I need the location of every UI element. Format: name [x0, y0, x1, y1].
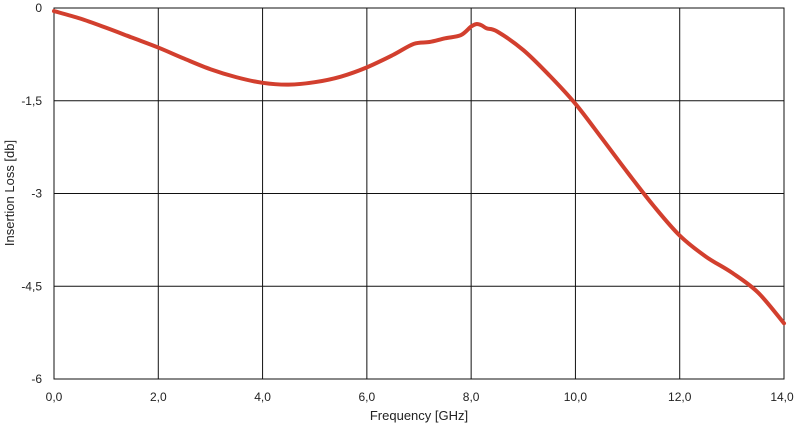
- y-tick-label: 0: [35, 1, 42, 15]
- plot-frame: [53, 7, 785, 380]
- x-tick-label: 12,0: [668, 390, 692, 404]
- x-tick-labels: 0,0 2,0 4,0 6,0 8,0 10,0 12,0 14,0: [46, 390, 794, 404]
- plot-area: [52, 7, 786, 380]
- y-tick-label: -4,5: [21, 279, 42, 293]
- grid-lines: [54, 8, 784, 379]
- y-tick-label: -6: [31, 372, 42, 386]
- x-tick-label: 4,0: [254, 390, 271, 404]
- series-layer: [52, 9, 786, 326]
- y-tick-label: -3: [31, 187, 42, 201]
- y-tick-label: -1,5: [21, 94, 42, 108]
- x-tick-label: 8,0: [463, 390, 480, 404]
- x-axis-title: Frequency [GHz]: [370, 408, 468, 423]
- y-axis-title: Insertion Loss [db]: [2, 140, 17, 246]
- x-tick-label: 14,0: [770, 390, 794, 404]
- x-tick-label: 0,0: [46, 390, 63, 404]
- insertion-loss-line: [52, 9, 786, 326]
- y-tick-labels: 0 -1,5 -3 -4,5 -6: [21, 1, 42, 386]
- x-tick-label: 6,0: [359, 390, 376, 404]
- x-tick-label: 10,0: [564, 390, 588, 404]
- x-tick-label: 2,0: [150, 390, 167, 404]
